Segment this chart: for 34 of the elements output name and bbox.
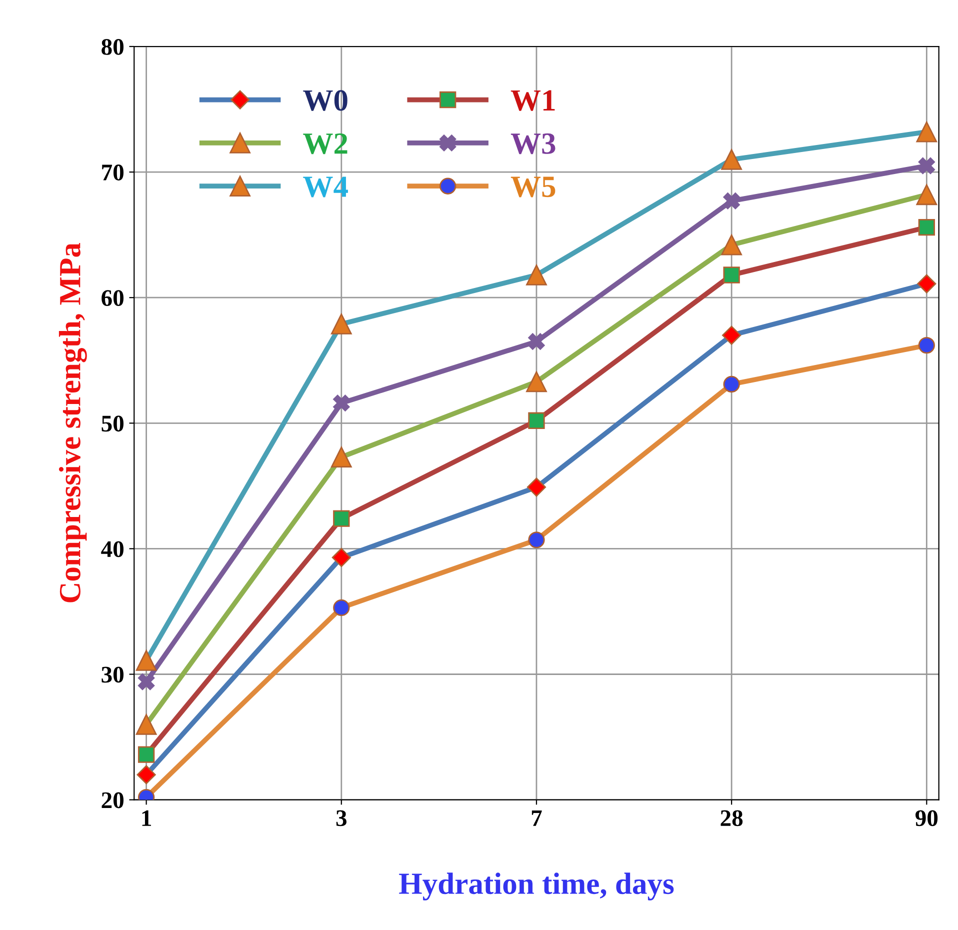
legend-label: W1 (510, 90, 555, 111)
point (528, 532, 545, 548)
point (918, 218, 935, 236)
point (918, 157, 935, 174)
x-tick-label: 28 (720, 810, 743, 826)
x-tick-label: 7 (532, 810, 542, 826)
y-tick-label: 20 (102, 792, 124, 808)
x-tick-label: 90 (915, 810, 938, 826)
legend-label: W3 (510, 133, 556, 154)
x-tick-label: 3 (336, 810, 346, 826)
point (333, 510, 350, 527)
legend-label: W0 (303, 90, 348, 111)
y-tick-label: 70 (102, 164, 124, 180)
point (723, 266, 740, 284)
y-axis-title: Compressive strength, MPa (58, 242, 87, 602)
legend-label: W5 (510, 176, 556, 198)
legend-label: W2 (303, 133, 348, 154)
y-tick-label: 40 (101, 541, 124, 558)
point (333, 599, 350, 616)
y-tick-label: 80 (102, 38, 124, 55)
x-tick-label: 1 (142, 810, 151, 826)
point (138, 746, 155, 763)
point (918, 336, 935, 354)
x-axis-title: Hydration time, days (399, 872, 674, 900)
point (138, 673, 155, 690)
point (528, 412, 545, 429)
y-tick-label: 60 (102, 290, 124, 306)
y-tick-label: 30 (102, 666, 124, 683)
legend-label: W4 (303, 176, 348, 198)
point (723, 376, 740, 393)
point (723, 192, 740, 210)
point (333, 394, 350, 412)
point (528, 333, 545, 350)
y-tick-label: 50 (102, 416, 124, 432)
